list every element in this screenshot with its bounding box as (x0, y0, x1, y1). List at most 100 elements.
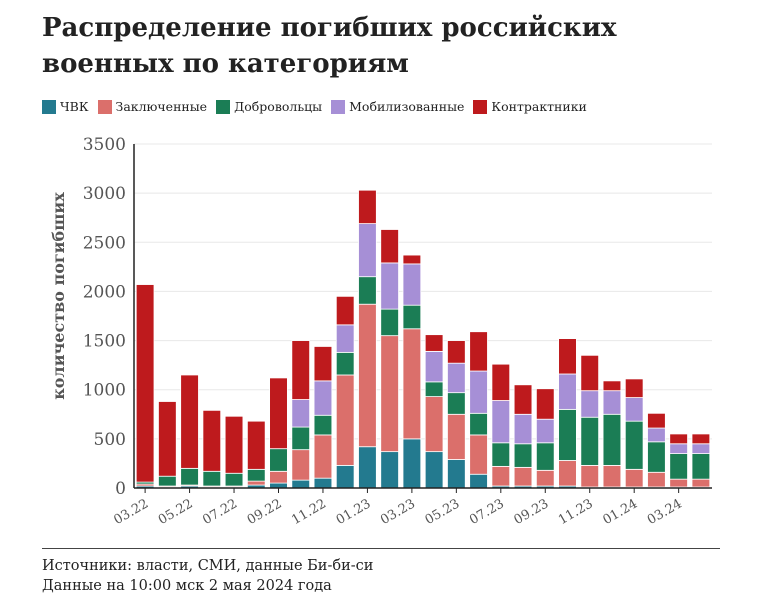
bar-segment (402, 328, 422, 440)
bar-segment (469, 370, 488, 414)
x-axis-ticks: 03.22 05.22 07.22 09.22 11.22 01.23 03.23 05.23… (111, 488, 685, 528)
source-text: Источники: власти, СМИ, данные Би-би-си (42, 558, 374, 574)
bar-segment (269, 470, 288, 484)
bar-segment (291, 426, 311, 451)
y-tick-label: 1000 (83, 381, 126, 401)
bar-segment (691, 453, 711, 480)
bar-segment (535, 442, 555, 471)
bar-segment (669, 443, 688, 454)
y-tick-label: 1500 (83, 332, 126, 352)
bar-segment (580, 390, 600, 418)
legend-swatch (42, 99, 56, 114)
bar-segment (335, 295, 355, 326)
bar-segment (335, 464, 355, 489)
bar-segment (424, 451, 444, 489)
bar-segment (424, 334, 444, 352)
bar-segment (380, 335, 399, 453)
bar-segment (269, 448, 288, 472)
bar-segment (602, 464, 622, 488)
x-tick-label: 05.23 (423, 496, 463, 528)
bar-segment (246, 420, 266, 470)
bar-segment (358, 189, 377, 225)
bar-segment (647, 412, 666, 429)
bar-segment (447, 459, 466, 489)
bar-segment (558, 373, 577, 410)
bar-segment (291, 399, 311, 428)
legend-swatch (97, 99, 112, 114)
bar-segment (224, 472, 244, 487)
bar-segment (469, 434, 488, 475)
bar-segment (358, 223, 377, 278)
bar-segment (535, 388, 555, 420)
bar-segment (469, 331, 488, 372)
bar-segment (691, 433, 711, 445)
chart-legend: ЧВК Заключенные Добровольцы Мобилизованн… (42, 99, 596, 114)
bar-segment (447, 413, 466, 460)
y-tick-label: 3500 (83, 135, 126, 155)
bar-segment (135, 284, 155, 483)
bar-segment (469, 412, 488, 436)
legend-label: Контрактники (491, 99, 587, 114)
bar-segment (580, 464, 600, 488)
bar-segment (602, 380, 622, 392)
bar-segment (513, 443, 533, 468)
bar-segment (669, 478, 688, 488)
bar-segment (402, 438, 422, 489)
legend-label: Добровольцы (234, 99, 323, 114)
x-tick-label: 03.23 (378, 496, 418, 528)
bar-segment (158, 401, 177, 477)
bar-segment (402, 263, 422, 306)
y-axis-ticks: 0 500 1000 1500 2000 2500 3000 3500 (83, 135, 126, 499)
bar-segment (624, 397, 644, 422)
bar-segment (291, 340, 311, 400)
bar-segment (491, 400, 511, 444)
y-axis-label: количество погибших (49, 192, 68, 400)
x-tick-label: 07.23 (467, 496, 507, 528)
bar-segment (313, 477, 333, 489)
y-tick-label: 500 (94, 430, 126, 450)
bar-segment (647, 471, 666, 488)
chart-title: Распределение погибших российских военны… (42, 13, 617, 79)
bar-segment (380, 262, 399, 310)
x-tick-label: 09.22 (245, 496, 285, 528)
x-tick-label: 05.22 (156, 496, 196, 528)
bar-segment (224, 415, 244, 474)
bar-segment (691, 478, 711, 488)
bar-segment (424, 381, 444, 397)
bar-segment (180, 374, 199, 469)
x-tick-label: 01.24 (600, 496, 640, 528)
bar-segment (246, 468, 266, 482)
data-date: Данные на 10:00 мск 2 мая 2024 года (42, 578, 332, 594)
bar-segment (246, 480, 266, 486)
bar-segment (424, 350, 444, 383)
bar-segment (380, 308, 399, 337)
footer-divider (42, 548, 720, 549)
bar-segment (535, 469, 555, 487)
y-tick-label: 2000 (83, 282, 126, 302)
bar-segment (358, 303, 377, 448)
bar-segment (580, 354, 600, 392)
x-tick-label: 07.22 (200, 496, 240, 528)
bar-segment (269, 377, 288, 450)
legend-item-chvk: ЧВК (42, 99, 89, 114)
bar-segment (491, 442, 511, 467)
x-tick-label: 11.23 (556, 496, 596, 528)
bar-segment (669, 453, 688, 480)
bar-segment (158, 475, 177, 487)
x-tick-label: 11.22 (289, 496, 329, 528)
legend-label: ЧВК (60, 99, 89, 114)
legend-item-prisoners: Заключенные (97, 99, 207, 114)
bar-segment (380, 229, 399, 264)
bar-segment (558, 460, 577, 487)
bar-segment (647, 427, 666, 443)
bar-segment (602, 390, 622, 415)
bar-segment (358, 446, 377, 489)
bar-segment (202, 409, 222, 472)
bar-segment (202, 470, 222, 487)
bar-segment (513, 384, 533, 415)
bar-segment (402, 304, 422, 330)
bar-segment (313, 434, 333, 479)
legend-item-volunteers: Добровольцы (216, 99, 322, 114)
x-tick-label: 03.24 (645, 496, 685, 528)
bar-segment (513, 466, 533, 487)
